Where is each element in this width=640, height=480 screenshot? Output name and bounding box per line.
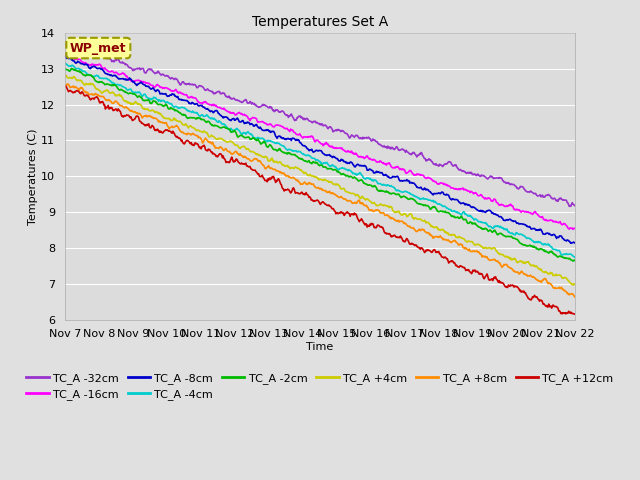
X-axis label: Time: Time xyxy=(307,342,333,352)
TC_A -16cm xyxy=(571,226,579,231)
TC_A +4cm xyxy=(123,98,131,104)
TC_A -4cm xyxy=(61,60,69,66)
TC_A -32cm xyxy=(175,80,183,86)
TC_A +8cm xyxy=(383,212,390,218)
TC_A -4cm xyxy=(397,189,404,194)
TC_A -8cm xyxy=(124,77,131,83)
TC_A +12cm xyxy=(397,235,405,240)
TC_A +12cm xyxy=(383,231,390,237)
TC_A -32cm xyxy=(202,87,210,93)
TC_A -32cm xyxy=(383,144,390,150)
TC_A +8cm xyxy=(64,81,72,87)
TC_A -8cm xyxy=(202,106,210,112)
TC_A +4cm xyxy=(570,282,577,288)
TC_A +8cm xyxy=(175,126,183,132)
Line: TC_A -4cm: TC_A -4cm xyxy=(65,63,575,257)
TC_A -32cm xyxy=(71,47,79,53)
TC_A -2cm xyxy=(571,258,579,264)
TC_A -2cm xyxy=(569,258,577,264)
Text: WP_met: WP_met xyxy=(70,42,127,55)
TC_A +12cm xyxy=(571,312,579,317)
TC_A -16cm xyxy=(397,166,404,171)
TC_A +12cm xyxy=(62,83,70,89)
TC_A -8cm xyxy=(175,96,183,102)
TC_A +8cm xyxy=(71,84,79,90)
Line: TC_A -32cm: TC_A -32cm xyxy=(65,45,575,206)
TC_A -8cm xyxy=(71,60,79,65)
TC_A -4cm xyxy=(382,182,390,188)
TC_A -16cm xyxy=(61,52,69,58)
TC_A -8cm xyxy=(567,240,575,246)
TC_A -8cm xyxy=(571,240,579,246)
TC_A +12cm xyxy=(202,147,210,153)
TC_A -32cm xyxy=(397,146,405,152)
TC_A -4cm xyxy=(202,113,209,119)
TC_A -8cm xyxy=(397,178,405,183)
TC_A +8cm xyxy=(61,82,69,88)
Legend: TC_A -32cm, TC_A -16cm, TC_A -8cm, TC_A -4cm, TC_A -2cm, TC_A +4cm, TC_A +8cm, T: TC_A -32cm, TC_A -16cm, TC_A -8cm, TC_A … xyxy=(22,368,618,405)
TC_A +8cm xyxy=(124,105,131,111)
Line: TC_A +8cm: TC_A +8cm xyxy=(65,84,575,297)
TC_A +4cm xyxy=(397,211,404,217)
TC_A -2cm xyxy=(124,90,131,96)
TC_A +4cm xyxy=(202,129,209,135)
TC_A +12cm xyxy=(124,112,131,118)
TC_A -16cm xyxy=(569,227,577,232)
TC_A +12cm xyxy=(175,135,183,141)
TC_A -4cm xyxy=(571,254,579,260)
TC_A -16cm xyxy=(70,56,78,61)
TC_A +8cm xyxy=(397,218,405,224)
TC_A -4cm xyxy=(70,64,78,70)
TC_A -4cm xyxy=(123,86,131,92)
TC_A +8cm xyxy=(571,294,579,300)
TC_A +12cm xyxy=(61,84,69,89)
TC_A -8cm xyxy=(61,54,69,60)
TC_A -16cm xyxy=(202,99,209,105)
TC_A -32cm xyxy=(571,203,579,209)
TC_A -2cm xyxy=(202,119,210,125)
TC_A +8cm xyxy=(202,136,210,142)
TC_A -4cm xyxy=(175,105,182,110)
TC_A -32cm xyxy=(566,204,573,209)
Title: Temperatures Set A: Temperatures Set A xyxy=(252,15,388,29)
TC_A -32cm xyxy=(124,62,131,68)
Y-axis label: Temperatures (C): Temperatures (C) xyxy=(28,128,38,225)
TC_A +4cm xyxy=(61,72,69,78)
TC_A -8cm xyxy=(62,54,70,60)
TC_A -32cm xyxy=(64,42,72,48)
Line: TC_A +12cm: TC_A +12cm xyxy=(65,86,575,314)
TC_A +4cm xyxy=(175,119,182,124)
TC_A -16cm xyxy=(123,73,131,79)
TC_A +12cm xyxy=(71,89,79,95)
Line: TC_A -2cm: TC_A -2cm xyxy=(65,69,575,261)
TC_A -16cm xyxy=(175,90,182,96)
TC_A -8cm xyxy=(383,172,390,178)
Line: TC_A -16cm: TC_A -16cm xyxy=(65,55,575,229)
TC_A +4cm xyxy=(571,281,579,287)
TC_A -16cm xyxy=(382,161,390,167)
Line: TC_A +4cm: TC_A +4cm xyxy=(65,75,575,285)
Line: TC_A -8cm: TC_A -8cm xyxy=(65,57,575,243)
TC_A -2cm xyxy=(71,67,79,72)
TC_A +4cm xyxy=(382,203,390,208)
TC_A -2cm xyxy=(61,66,69,72)
TC_A -2cm xyxy=(175,110,183,116)
TC_A -2cm xyxy=(383,188,390,194)
TC_A -32cm xyxy=(61,42,69,48)
TC_A -2cm xyxy=(397,195,405,201)
TC_A -2cm xyxy=(68,66,76,72)
TC_A +4cm xyxy=(70,74,78,80)
